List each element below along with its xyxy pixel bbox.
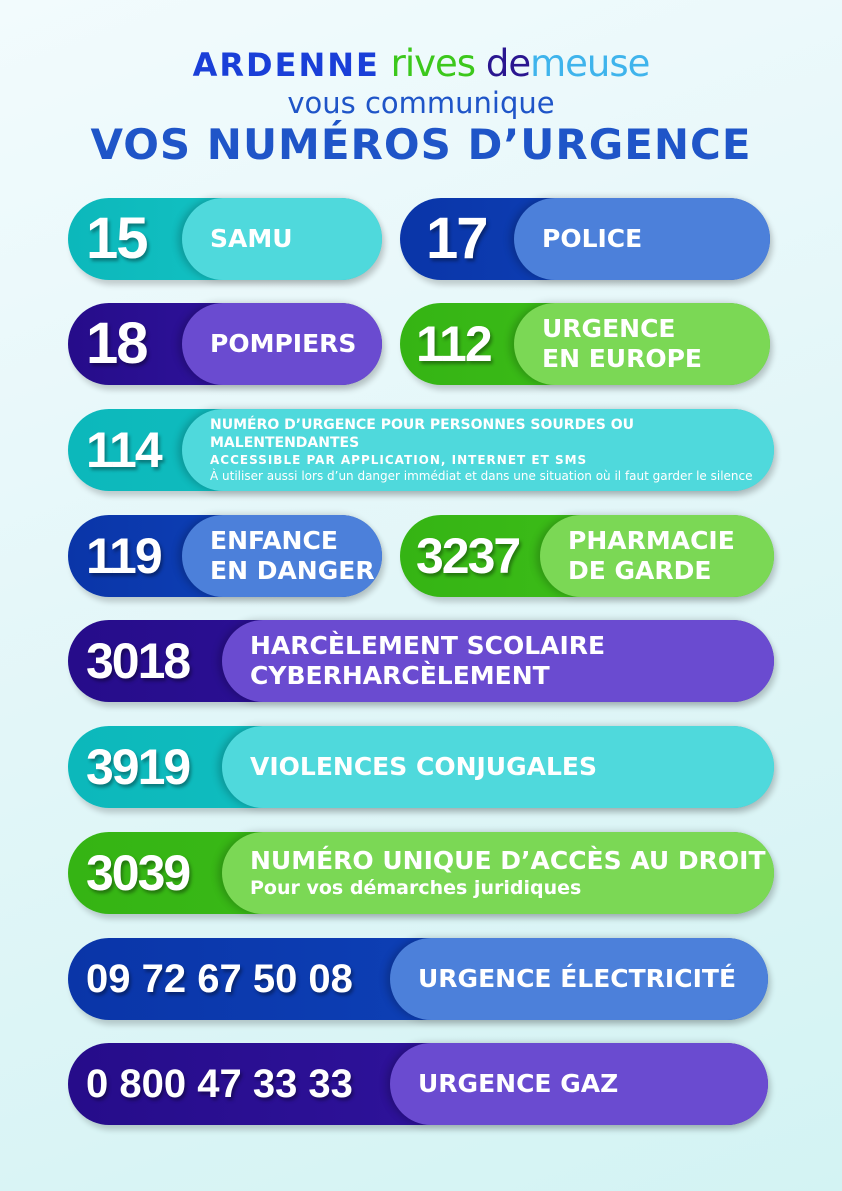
label-text: POLICE bbox=[542, 224, 643, 253]
number-card-112: 112 URGENCE EN EUROPE bbox=[400, 303, 770, 385]
number-label: NUMÉRO D’URGENCE POUR PERSONNES SOURDES … bbox=[182, 409, 774, 491]
number-label: SAMU bbox=[182, 198, 382, 280]
number-label: URGENCE EN EUROPE bbox=[514, 303, 770, 385]
label-text: NUMÉRO UNIQUE D’ACCÈS AU DROIT bbox=[250, 846, 766, 875]
number-label: ENFANCE EN DANGER bbox=[182, 515, 382, 597]
number-card-15: 15 SAMU bbox=[68, 198, 382, 280]
number-label: HARCÈLEMENT SCOLAIRE CYBERHARCÈLEMENT bbox=[222, 620, 774, 702]
number-card-electricite: 09 72 67 50 08 URGENCE ÉLECTRICITÉ bbox=[68, 938, 768, 1020]
number-card-119: 119 ENFANCE EN DANGER bbox=[68, 515, 382, 597]
brand-ardenne: ARDENNE bbox=[192, 46, 380, 84]
number-label: POLICE bbox=[514, 198, 770, 280]
label-text: ACCESSIBLE PAR APPLICATION, INTERNET ET … bbox=[210, 453, 588, 467]
label-text: HARCÈLEMENT SCOLAIRE bbox=[250, 631, 606, 660]
number-label: NUMÉRO UNIQUE D’ACCÈS AU DROIT Pour vos d… bbox=[222, 832, 774, 914]
phone-number[interactable]: 3039 bbox=[86, 845, 191, 901]
page-title: VOS NUMÉROS D’URGENCE bbox=[90, 120, 752, 169]
number-card-3018: 3018 HARCÈLEMENT SCOLAIRE CYBERHARCÈLEMEN… bbox=[68, 620, 774, 702]
label-text: PHARMACIE bbox=[568, 526, 735, 555]
phone-number[interactable]: 119 bbox=[86, 528, 163, 584]
number-card-3039: 3039 NUMÉRO UNIQUE D’ACCÈS AU DROIT Pour … bbox=[68, 832, 774, 914]
phone-number[interactable]: 17 bbox=[426, 206, 488, 271]
phone-number[interactable]: 3919 bbox=[86, 739, 191, 795]
phone-number[interactable]: 15 bbox=[86, 206, 148, 271]
label-text: VIOLENCES CONJUGALES bbox=[250, 752, 597, 781]
phone-number[interactable]: 3237 bbox=[416, 528, 521, 584]
number-card-18: 18 POMPIERS bbox=[68, 303, 382, 385]
number-label: PHARMACIE DE GARDE bbox=[540, 515, 774, 597]
brand-rives: rives bbox=[390, 42, 476, 85]
phone-number[interactable]: 3018 bbox=[86, 633, 191, 689]
label-text: URGENCE ÉLECTRICITÉ bbox=[418, 964, 737, 993]
label-text: CYBERHARCÈLEMENT bbox=[250, 661, 550, 690]
number-label: POMPIERS bbox=[182, 303, 382, 385]
number-label: URGENCE ÉLECTRICITÉ bbox=[390, 938, 768, 1020]
brand-de: de bbox=[485, 42, 531, 85]
label-text: URGENCE bbox=[542, 314, 676, 343]
number-card-114: 114 NUMÉRO D’URGENCE POUR PERSONNES SOUR… bbox=[68, 409, 774, 491]
brand-meuse: meuse bbox=[530, 42, 650, 85]
label-text: ENFANCE bbox=[210, 526, 338, 555]
label-text: SAMU bbox=[210, 224, 293, 253]
label-text: NUMÉRO D’URGENCE POUR PERSONNES SOURDES … bbox=[210, 417, 634, 451]
phone-number[interactable]: 112 bbox=[416, 316, 493, 372]
phone-number[interactable]: 114 bbox=[86, 422, 163, 478]
label-text: Pour vos démarches juridiques bbox=[250, 877, 582, 899]
label-text: EN EUROPE bbox=[542, 344, 702, 373]
label-text: EN DANGER bbox=[210, 556, 375, 585]
number-card-3237: 3237 PHARMACIE DE GARDE bbox=[400, 515, 774, 597]
number-label: VIOLENCES CONJUGALES bbox=[222, 726, 774, 808]
label-text: DE GARDE bbox=[568, 556, 712, 585]
phone-number[interactable]: 18 bbox=[86, 311, 148, 376]
phone-number[interactable]: 09 72 67 50 08 bbox=[86, 957, 353, 1001]
subtitle: vous communique bbox=[287, 86, 555, 120]
number-card-17: 17 POLICE bbox=[400, 198, 770, 280]
label-text: À utiliser aussi lors d’un danger immédi… bbox=[210, 469, 753, 483]
number-card-gaz: 0 800 47 33 33 URGENCE GAZ bbox=[68, 1043, 768, 1125]
number-card-3919: 3919 VIOLENCES CONJUGALES bbox=[68, 726, 774, 808]
brand-logo: ARDENNE rives demeuse bbox=[0, 42, 842, 85]
phone-number[interactable]: 0 800 47 33 33 bbox=[86, 1062, 353, 1106]
label-text: POMPIERS bbox=[210, 329, 357, 358]
number-label: URGENCE GAZ bbox=[390, 1043, 768, 1125]
label-text: URGENCE GAZ bbox=[418, 1069, 619, 1098]
